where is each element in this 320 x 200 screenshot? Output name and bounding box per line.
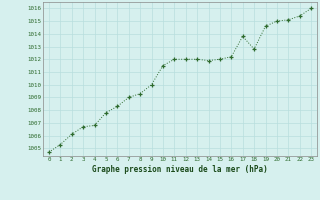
X-axis label: Graphe pression niveau de la mer (hPa): Graphe pression niveau de la mer (hPa)	[92, 165, 268, 174]
